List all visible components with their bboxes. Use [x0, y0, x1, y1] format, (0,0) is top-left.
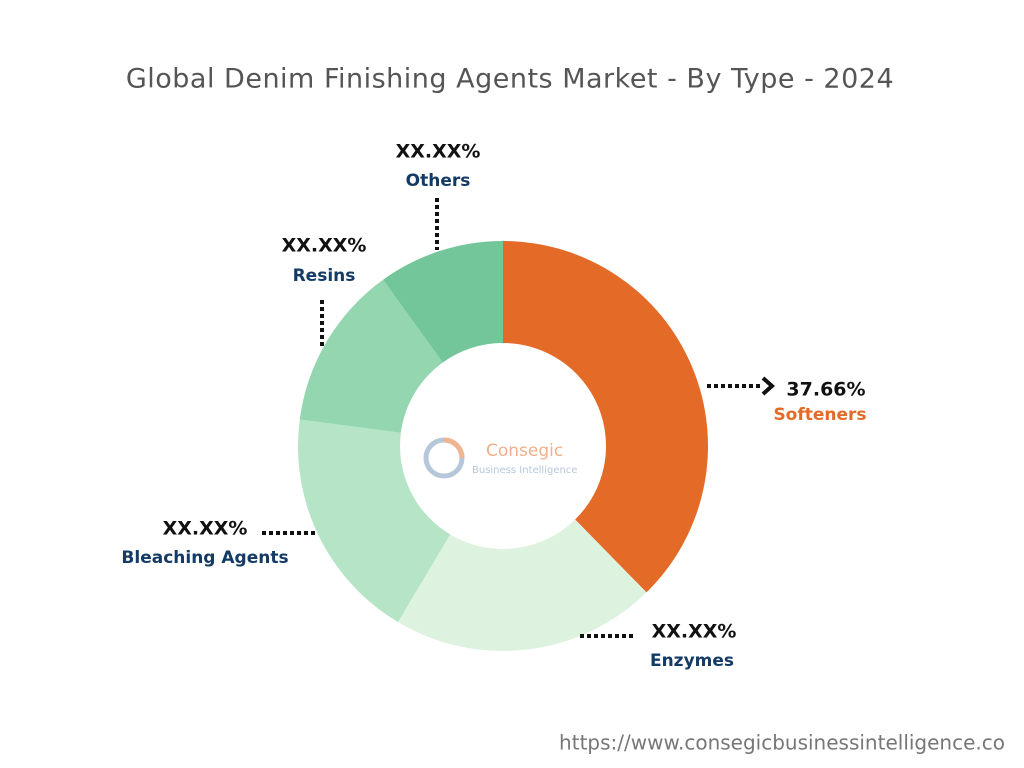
- chart-title: Global Denim Finishing Agents Market - B…: [126, 64, 894, 95]
- value-label: XX.XX%: [163, 518, 248, 540]
- value-label: XX.XX%: [282, 235, 367, 257]
- leader-arrow: [761, 376, 776, 396]
- watermark-name: Consegic: [486, 441, 563, 461]
- value-label: XX.XX%: [652, 621, 737, 643]
- footer-url: https://www.consegicbusinessintelligence…: [559, 731, 1005, 755]
- donut-slice: [397, 519, 647, 651]
- logo-icon: [443, 437, 465, 459]
- value-label: 37.66%: [786, 379, 865, 401]
- donut-slice: [298, 419, 451, 623]
- donut-slice: [383, 241, 503, 363]
- donut-slice: [299, 279, 443, 433]
- category-label: Softeners: [773, 405, 866, 425]
- category-label: Others: [406, 171, 471, 191]
- category-label: Enzymes: [650, 651, 734, 671]
- category-label: Resins: [293, 266, 356, 286]
- watermark-tagline: Business Intelligence: [472, 465, 577, 476]
- value-label: XX.XX%: [396, 141, 481, 163]
- category-label: Bleaching Agents: [121, 548, 288, 568]
- donut-slice: [503, 241, 709, 593]
